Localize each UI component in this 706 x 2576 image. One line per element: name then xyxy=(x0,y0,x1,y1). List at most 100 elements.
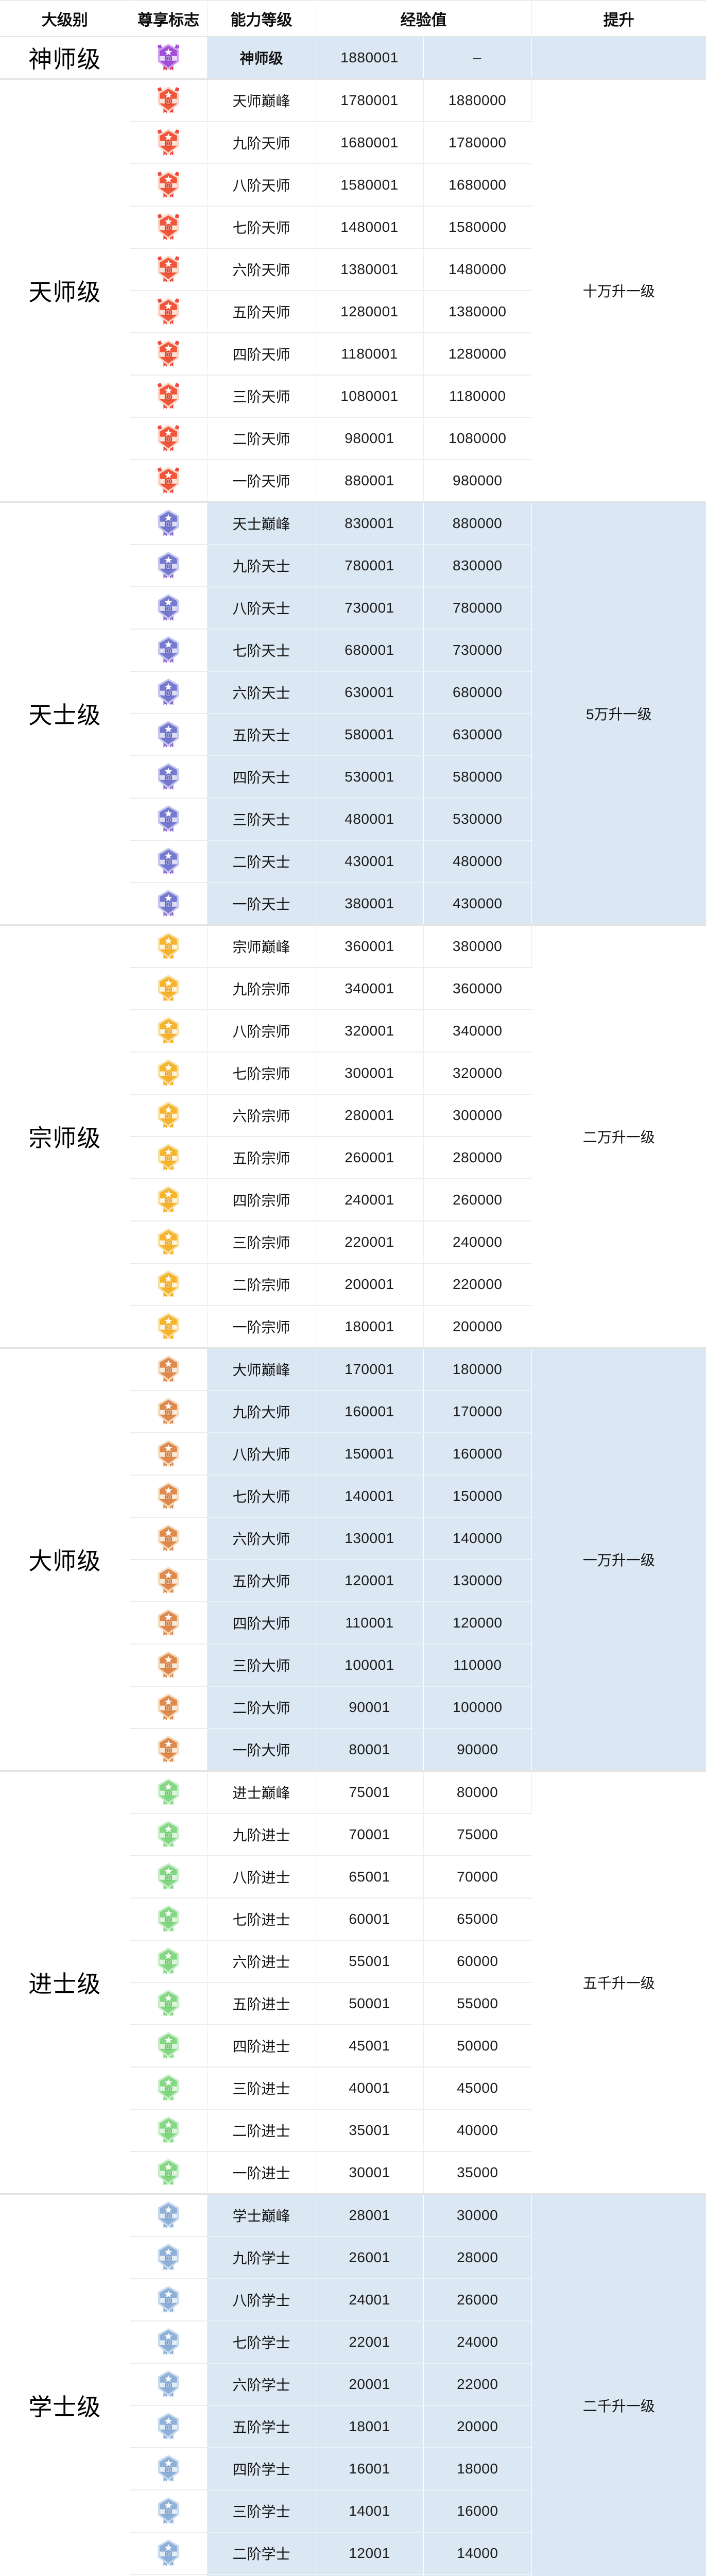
exp-max-cell: 24000 xyxy=(423,2321,531,2364)
exp-min-cell: 10001 xyxy=(316,2574,424,2576)
promotion-cell: 一万升一级 xyxy=(531,1348,706,1772)
group-name-cell: 天士级 xyxy=(0,502,130,926)
exp-min-cell: 18001 xyxy=(316,2405,424,2448)
jinshi-badge-icon xyxy=(158,1990,179,2016)
badge-cell xyxy=(130,1348,208,1391)
exp-max-cell: 260000 xyxy=(423,1179,531,1222)
exp-min-cell: 1880001 xyxy=(316,37,424,80)
table-row: 七阶进士 60001 65000 xyxy=(0,1898,706,1941)
tianshi2-badge-icon xyxy=(158,721,179,748)
badge-wrap xyxy=(130,672,207,713)
badge-cell xyxy=(130,2194,208,2237)
zongshi-badge-icon xyxy=(158,1270,179,1297)
badge-wrap xyxy=(130,1518,207,1558)
badge-cell xyxy=(130,1560,208,1602)
badge-cell xyxy=(130,460,208,503)
level-name-cell: 八阶天士 xyxy=(207,587,316,630)
exp-max-cell: 75000 xyxy=(423,1814,531,1856)
table-row: 八阶学士 24001 26000 xyxy=(0,2279,706,2321)
level-name-cell: 六阶天士 xyxy=(207,671,316,714)
table-row: 四阶宗师 240001 260000 xyxy=(0,1179,706,1222)
exp-max-cell: 110000 xyxy=(423,1644,531,1687)
table-row: 八阶进士 65001 70000 xyxy=(0,1856,706,1899)
badge-wrap xyxy=(130,1010,207,1051)
badge-cell xyxy=(130,1179,208,1222)
exp-min-cell: 12001 xyxy=(316,2532,424,2575)
table-row: 九阶宗师 340001 360000 xyxy=(0,968,706,1010)
dashi-badge-icon xyxy=(158,1609,179,1636)
badge-cell xyxy=(130,375,208,418)
exp-min-cell: 530001 xyxy=(316,756,424,799)
table-row: 六阶进士 55001 60000 xyxy=(0,1940,706,1983)
tianshi-badge-icon xyxy=(157,467,180,494)
dashi-badge-icon xyxy=(158,1651,179,1678)
badge-cell xyxy=(130,2448,208,2490)
xueshi-badge-icon xyxy=(158,2455,179,2482)
badge-wrap xyxy=(130,2448,207,2489)
badge-wrap xyxy=(130,2279,207,2320)
level-name-cell: 七阶宗师 xyxy=(207,1052,316,1095)
badge-cell xyxy=(130,2279,208,2321)
badge-wrap xyxy=(130,1264,207,1304)
exp-min-cell: 200001 xyxy=(316,1263,424,1306)
dashi-badge-icon xyxy=(158,1567,179,1594)
exp-min-cell: 730001 xyxy=(316,587,424,630)
level-name-cell: 八阶宗师 xyxy=(207,1010,316,1053)
level-name-cell: 五阶天士 xyxy=(207,714,316,756)
tianshi-badge-icon xyxy=(157,382,180,409)
badge-cell xyxy=(130,2532,208,2575)
tianshi-badge-icon xyxy=(157,298,180,325)
badge-wrap xyxy=(130,1306,207,1347)
level-name-cell: 二阶进士 xyxy=(207,2109,316,2152)
exp-min-cell: 28001 xyxy=(316,2194,424,2237)
table-row: 七阶天师 1480001 1580000 xyxy=(0,206,706,249)
level-name-cell: 九阶大师 xyxy=(207,1391,316,1433)
badge-cell xyxy=(130,545,208,587)
badge-wrap xyxy=(130,968,207,1009)
table-row: 五阶天师 1280001 1380000 xyxy=(0,291,706,333)
jinshi-badge-icon xyxy=(158,1821,179,1848)
exp-min-cell: 50001 xyxy=(316,1982,424,2025)
exp-max-cell: 160000 xyxy=(423,1433,531,1476)
level-name-cell: 五阶进士 xyxy=(207,1982,316,2025)
exp-min-cell: 55001 xyxy=(316,1940,424,1983)
level-name-cell: 九阶天士 xyxy=(207,545,316,587)
badge-cell xyxy=(130,2067,208,2110)
badge-cell xyxy=(130,1263,208,1306)
badge-cell xyxy=(130,417,208,460)
level-name-cell: 四阶学士 xyxy=(207,2448,316,2490)
exp-min-cell: 580001 xyxy=(316,714,424,756)
badge-cell xyxy=(130,671,208,714)
exp-min-cell: 430001 xyxy=(316,840,424,883)
exp-min-cell: 160001 xyxy=(316,1391,424,1433)
exp-min-cell: 60001 xyxy=(316,1898,424,1941)
badge-cell xyxy=(130,2574,208,2576)
xueshi-badge-icon xyxy=(158,2370,179,2397)
exp-max-cell: 18000 xyxy=(423,2448,531,2490)
promotion-cell: 5万升一级 xyxy=(531,502,706,926)
exp-max-cell: 100000 xyxy=(423,1686,531,1729)
group-name-cell: 学士级 xyxy=(0,2194,130,2576)
level-name-cell: 大师巅峰 xyxy=(207,1348,316,1391)
exp-max-cell: 830000 xyxy=(423,545,531,587)
badge-wrap xyxy=(130,714,207,755)
exp-max-cell: 730000 xyxy=(423,629,531,672)
exp-min-cell: 26001 xyxy=(316,2236,424,2279)
table-body: 神师级 神师级 1880001– 天师级 天师巅峰 1780001 1880000 十万升一级… xyxy=(0,37,706,2576)
table-row: 五阶进士 50001 55000 xyxy=(0,1982,706,2025)
exp-min-cell: 220001 xyxy=(316,1221,424,1264)
exp-min-cell: 130001 xyxy=(316,1517,424,1560)
level-name-cell: 六阶进士 xyxy=(207,1940,316,1983)
shenshi-badge-icon xyxy=(157,44,180,71)
exp-max-cell: 35000 xyxy=(423,2151,531,2195)
level-name-cell: 八阶学士 xyxy=(207,2279,316,2321)
exp-max-cell: 28000 xyxy=(423,2236,531,2279)
exp-max-cell: 180000 xyxy=(423,1348,532,1391)
group-name-cell: 宗师级 xyxy=(0,925,130,1349)
table-row: 九阶学士 26001 28000 xyxy=(0,2236,706,2279)
table-row: 八阶天师 1580001 1680000 xyxy=(0,164,706,207)
table-row: 三阶学士 14001 16000 xyxy=(0,2490,706,2533)
exp-max-cell: 300000 xyxy=(423,1094,531,1137)
badge-wrap xyxy=(130,587,207,628)
